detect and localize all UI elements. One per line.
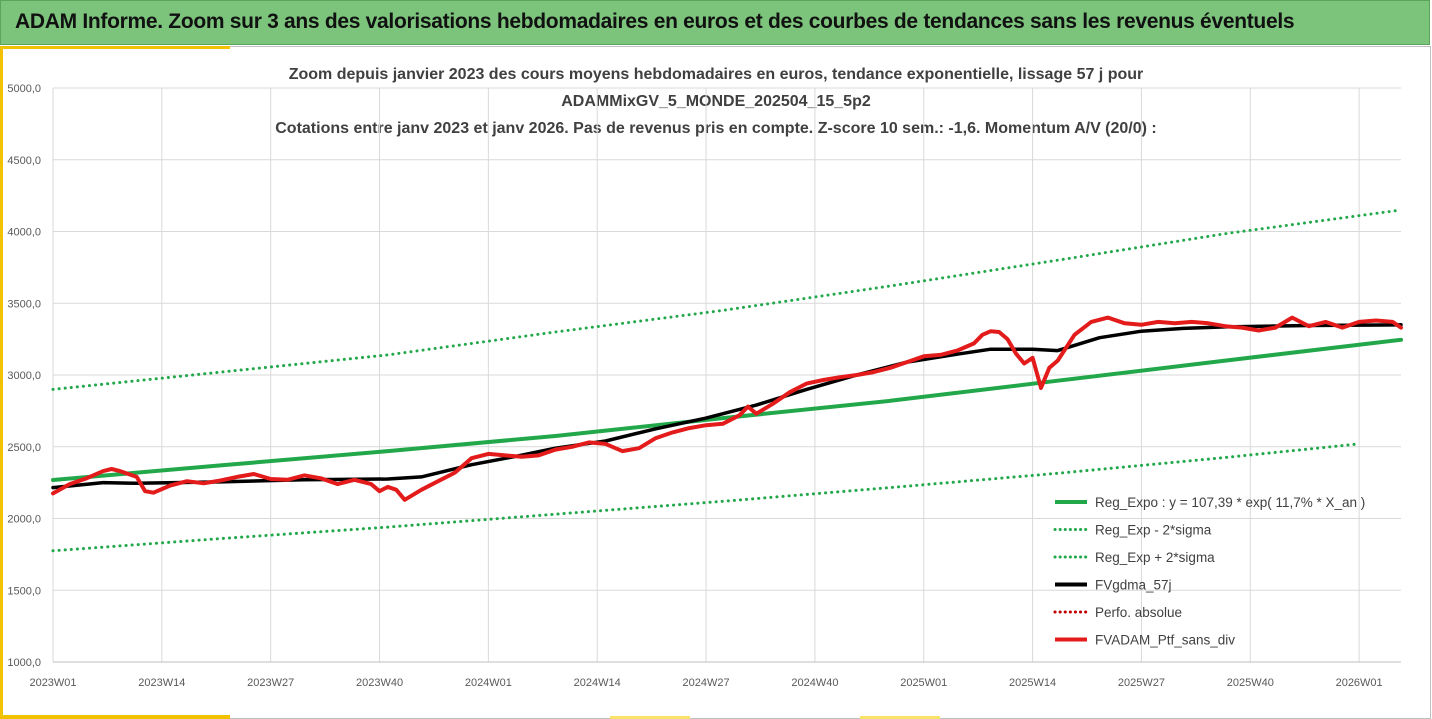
legend-label: Reg_Exp + 2*sigma (1095, 550, 1215, 565)
x-tick-label: 2026W01 (1336, 677, 1383, 689)
y-tick-label: 2000,0 (7, 514, 41, 526)
series-line-0 (51, 337, 1403, 482)
legend-label: Perfo. absolue (1095, 605, 1182, 620)
x-tick-label: 2025W01 (900, 677, 947, 689)
legend-label: Reg_Expo : y = 107,39 * exp( 11,7% * X_a… (1095, 495, 1365, 510)
y-tick-label: 1000,0 (7, 657, 41, 669)
x-tick-label: 2024W27 (683, 677, 730, 689)
y-tick-label: 2500,0 (7, 442, 41, 454)
x-tick-label: 2023W14 (138, 677, 185, 689)
y-tick-label: 3000,0 (7, 370, 41, 382)
y-tick-label: 1500,0 (7, 585, 41, 597)
series-line-2 (51, 208, 1403, 391)
accent-mark-bottom (610, 716, 690, 719)
x-tick-label: 2023W01 (29, 677, 76, 689)
x-tick-label: 2024W01 (465, 677, 512, 689)
x-tick-label: 2025W40 (1227, 677, 1274, 689)
series-line-1 (51, 442, 1361, 553)
legend-label: FVgdma_57j (1095, 578, 1172, 593)
report-banner: ADAM Informe. Zoom sur 3 ans des valoris… (0, 0, 1430, 45)
x-tick-label: 2025W14 (1009, 677, 1056, 689)
x-tick-label: 2025W27 (1118, 677, 1165, 689)
banner-title: ADAM Informe. Zoom sur 3 ans des valoris… (15, 10, 1295, 33)
x-tick-label: 2024W40 (791, 677, 838, 689)
legend-label: Reg_Exp - 2*sigma (1095, 523, 1212, 538)
y-tick-label: 5000,0 (7, 83, 41, 95)
accent-bar-left (0, 46, 3, 719)
x-tick-label: 2024W14 (574, 677, 621, 689)
accent-bar-top (0, 46, 230, 49)
series-line-3 (51, 323, 1403, 490)
x-tick-label: 2023W40 (356, 677, 403, 689)
legend-label: FVADAM_Ptf_sans_div (1095, 633, 1235, 648)
accent-bar-bottom (0, 715, 230, 719)
accent-mark-bottom (860, 716, 940, 719)
y-tick-label: 3500,0 (7, 298, 41, 310)
chart-title-line-2: ADAMMixGV_5_MONDE_202504_15_5p2 (561, 93, 871, 110)
x-tick-label: 2023W27 (247, 677, 294, 689)
chart-title-line-1: Zoom depuis janvier 2023 des cours moyen… (288, 66, 1144, 83)
y-tick-label: 4500,0 (7, 155, 41, 167)
y-tick-label: 4000,0 (7, 227, 41, 239)
series-line-5 (51, 315, 1403, 502)
chart-title-line-3: Cotations entre janv 2023 et janv 2026. … (275, 120, 1157, 137)
